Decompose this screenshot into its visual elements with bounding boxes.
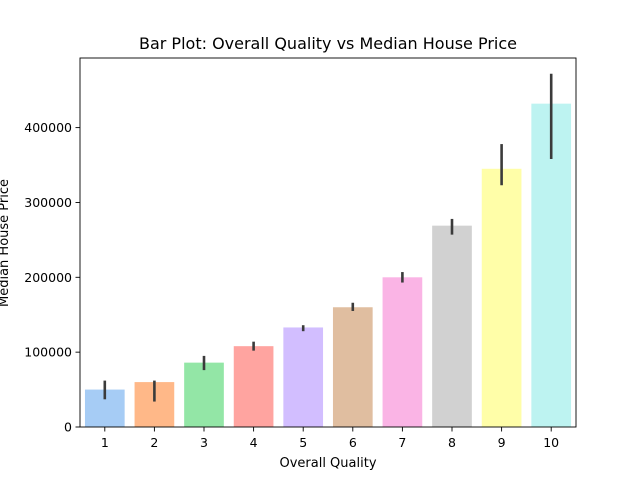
- x-tick-label-1: 1: [101, 435, 109, 450]
- bar-3: [184, 362, 224, 427]
- bar-5: [283, 327, 324, 427]
- y-tick-label-100000: 100000: [24, 345, 72, 360]
- x-axis-label: Overall Quality: [279, 456, 376, 471]
- x-tick-label-10: 10: [543, 435, 559, 450]
- y-ticks-layer: 0 100000 200000 300000 400000: [24, 120, 80, 435]
- x-tick-label-6: 6: [349, 435, 357, 450]
- x-tick-label-5: 5: [299, 435, 307, 450]
- x-tick-label-3: 3: [200, 435, 208, 450]
- bar-9: [481, 168, 522, 427]
- x-tick-label-8: 8: [448, 435, 456, 450]
- y-axis-label: Median House Price: [0, 179, 12, 307]
- bar-4: [233, 346, 274, 427]
- bars-layer: [84, 103, 572, 428]
- x-ticks-layer: 1 2 3 4 5 6 7 8 9 10: [101, 427, 559, 450]
- y-tick-label-0: 0: [64, 420, 72, 435]
- x-tick-label-7: 7: [398, 435, 406, 450]
- y-tick-label-300000: 300000: [24, 195, 72, 210]
- y-tick-label-400000: 400000: [24, 120, 72, 135]
- x-tick-label-4: 4: [250, 435, 258, 450]
- bar-6: [332, 307, 373, 427]
- bar-7: [382, 277, 423, 427]
- error-bars-layer: [103, 73, 553, 402]
- axes-layer: [79, 57, 577, 428]
- plot-frame: [79, 57, 577, 428]
- x-tick-label-9: 9: [498, 435, 506, 450]
- bar-8: [432, 225, 472, 427]
- x-tick-label-2: 2: [150, 435, 158, 450]
- y-tick-label-200000: 200000: [24, 270, 72, 285]
- chart-title: Bar Plot: Overall Quality vs Median Hous…: [139, 34, 517, 53]
